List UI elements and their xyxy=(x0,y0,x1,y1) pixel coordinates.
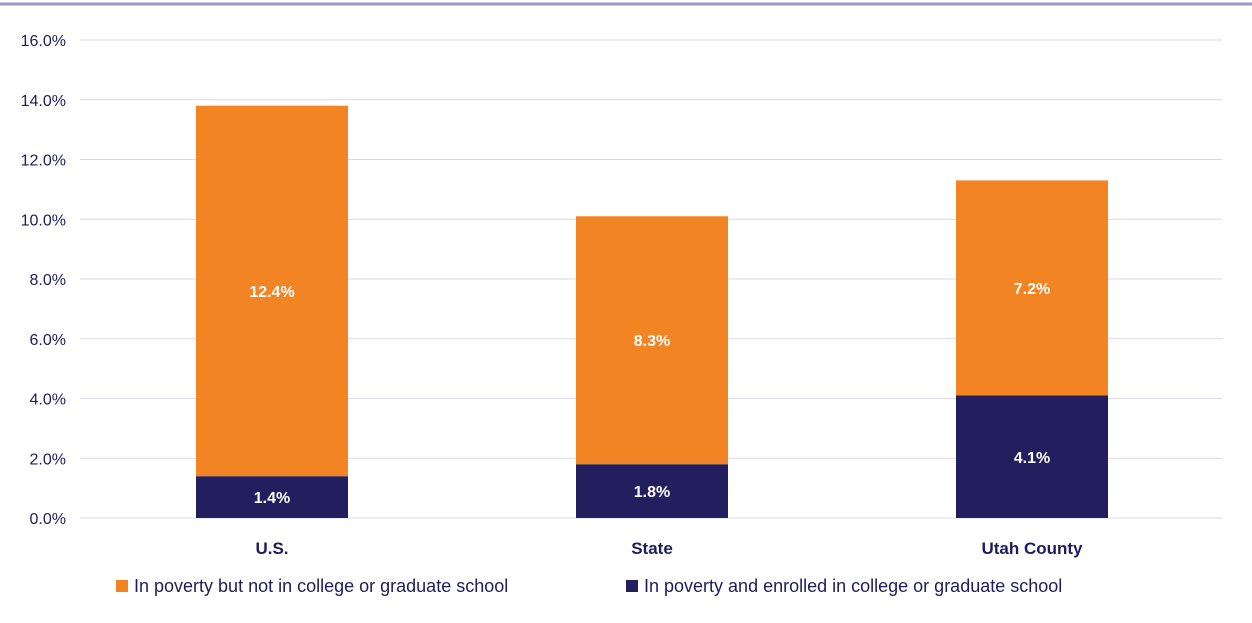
bar-segment xyxy=(956,395,1108,518)
y-tick-label: 8.0% xyxy=(30,272,66,289)
legend-label: In poverty but not in college or graduat… xyxy=(134,576,508,596)
category-label: Utah County xyxy=(981,539,1083,558)
legend-swatch xyxy=(626,580,638,592)
bar-segment xyxy=(576,464,728,518)
data-label: 12.4% xyxy=(249,284,294,301)
y-tick-label: 2.0% xyxy=(30,451,66,468)
x-axis-category-labels: U.S. State Utah County xyxy=(255,539,1083,558)
y-tick-label: 6.0% xyxy=(30,332,66,349)
y-tick-label: 14.0% xyxy=(21,93,66,110)
y-tick-label: 0.0% xyxy=(30,511,66,528)
legend-label: In poverty and enrolled in college or gr… xyxy=(644,576,1062,596)
data-label: 7.2% xyxy=(1014,281,1050,298)
bar-segment xyxy=(196,105,348,477)
y-tick-label: 4.0% xyxy=(30,392,66,409)
data-label: 4.1% xyxy=(1014,450,1050,467)
data-label: 1.4% xyxy=(254,490,290,507)
y-tick-label: 10.0% xyxy=(21,212,66,229)
data-label: 8.3% xyxy=(634,333,670,350)
y-axis-tick-labels: 0.0% 2.0% 4.0% 6.0% 8.0% 10.0% 12.0% 14.0% 16.0% xyxy=(21,33,66,528)
data-label: 1.8% xyxy=(634,484,670,501)
bar-segment xyxy=(196,476,348,518)
bar-segment xyxy=(576,216,728,465)
bar-segment xyxy=(956,180,1108,396)
y-tick-label: 12.0% xyxy=(21,153,66,170)
category-label: U.S. xyxy=(255,539,288,558)
legend-swatch xyxy=(116,580,128,592)
legend: In poverty but not in college or graduat… xyxy=(116,576,1062,596)
data-labels: 1.4% 12.4% 1.8% 8.3% 4.1% 7.2% xyxy=(249,281,1050,507)
y-tick-label: 16.0% xyxy=(21,33,66,50)
category-label: State xyxy=(631,539,673,558)
bars xyxy=(196,105,1108,518)
